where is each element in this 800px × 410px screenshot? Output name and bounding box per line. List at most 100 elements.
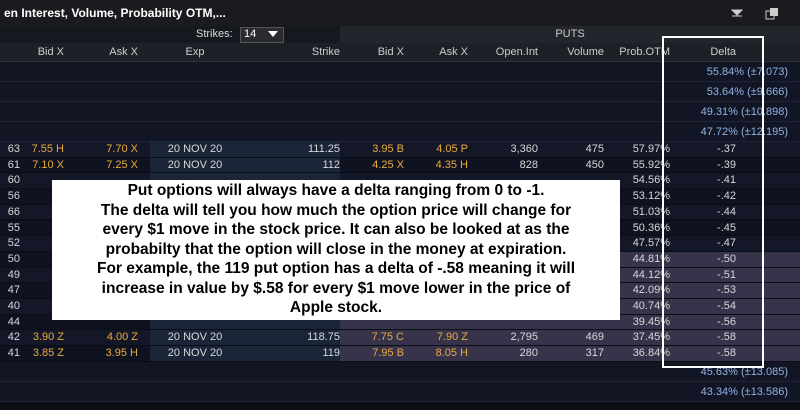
itm-band [340,346,800,361]
cell: 828 [519,158,538,171]
cell: 53.12% [632,190,670,203]
cell: 66 [7,205,20,218]
cell: 119 [322,347,340,360]
cell: -.54 [717,300,736,312]
callout-line: Apple stock. [289,299,383,316]
cell: 475 [585,143,604,155]
cell: 40.74% [632,300,670,312]
cell: 36.84% [632,347,670,360]
cell: 52 [7,237,20,250]
strike-band [150,346,340,361]
cell: 57.97% [632,143,670,155]
callout-line: Put options will always have a delta ran… [127,182,545,199]
strike-band [150,142,340,157]
callout-line: The delta will tell you how much the opt… [100,201,572,219]
cell: 450 [585,158,604,171]
strikes-value[interactable]: 14 [244,28,257,40]
column-header: Bid X [37,46,64,58]
cell: 20 NOV 20 [167,347,223,360]
group-row [0,82,800,102]
toolbar-icons[interactable] [728,6,788,22]
cell: 63 [7,143,20,155]
column-header: Strike [311,46,340,58]
cell: 20 NOV 20 [167,143,223,155]
cell: -.42 [717,190,736,203]
column-header: Exp [185,46,205,58]
menu-icon[interactable] [730,9,744,17]
column-header: Open.Int [495,46,538,58]
itm-band [340,330,800,346]
cell: 56 [7,190,20,203]
cell: -.47 [717,237,736,250]
cell: 3.85 Z [32,347,64,360]
callout [52,180,620,320]
cell: 55.92% [632,158,670,171]
cell: 7.70 X [106,143,138,155]
strike-band [150,330,340,346]
cell: 51.03% [632,205,670,218]
cell: -.56 [717,315,736,328]
group-row [0,62,800,82]
column-header: Delta [710,46,736,58]
group-row-label: 55.84% (±7.073) [706,66,788,78]
popout-icon-back [770,8,778,16]
cell: 41 [7,347,20,360]
column-header: Ask X [439,46,468,58]
cell: -.50 [717,252,736,265]
cell: 55 [7,221,20,234]
group-row-label: 49.31% (±10.898) [700,106,788,118]
cell: 61 [7,158,20,171]
cell: 20 NOV 20 [167,158,223,171]
cell: 8.05 H [435,347,468,360]
cell: 118.75 [307,331,340,344]
cell: 60 [7,174,20,187]
cell: -.58 [717,331,736,344]
cell: 4.05 P [436,143,468,155]
cell: 50.36% [632,221,670,234]
cell: 7.75 C [371,331,404,344]
group-row-label: 53.64% (±9.666) [706,86,788,98]
cell: -.39 [717,158,736,171]
callout-line: probabilty that the option will close in… [105,240,567,258]
cell: 49 [7,268,20,281]
cell: 4.00 Z [106,331,138,344]
delta-highlight [662,36,764,368]
group-row-label: 47.72% (±12.195) [700,126,788,138]
callout-line: For example, the 119 put option has a de… [96,260,575,277]
cell: 39.45% [632,315,670,328]
cell: 7.10 X [32,158,64,171]
column-header: Ask X [109,46,138,58]
cell: 3,360 [510,143,538,155]
cell: 280 [519,347,538,360]
cell: 7.55 H [31,143,64,155]
section-label: PUTS [555,28,585,40]
cell: 47 [7,284,20,297]
cell: 20 NOV 20 [167,331,223,344]
dropdown-arrow[interactable] [268,31,278,39]
cell: -.53 [717,284,736,297]
cell: 42.09% [632,284,670,297]
cell: 50 [7,252,20,265]
cell: 37.45% [632,331,670,344]
column-header: Bid X [377,46,404,58]
cell: 469 [585,331,604,344]
cell: 7.95 B [372,347,404,360]
group-row [0,122,800,142]
cell: 42 [7,331,20,344]
callout-line: every $1 move in the stock price. It can… [102,221,570,238]
column-header: Volume [567,46,604,58]
cell: -.41 [717,174,736,187]
cell: 2,795 [510,331,538,344]
column-header-row [0,43,800,62]
cell: -.51 [717,268,736,281]
cell: 317 [585,347,604,360]
cell: 112 [322,158,340,171]
cell: 7.25 X [106,158,138,171]
cell: 7.90 Z [436,331,468,344]
cell: 3.95 H [105,347,138,360]
title: en Interest, Volume, Probability OTM,... [4,6,226,20]
cell: 44.12% [632,268,670,281]
cell: -.45 [717,221,736,234]
cell: 4.35 H [435,158,468,171]
cell: 4.25 X [372,158,404,171]
